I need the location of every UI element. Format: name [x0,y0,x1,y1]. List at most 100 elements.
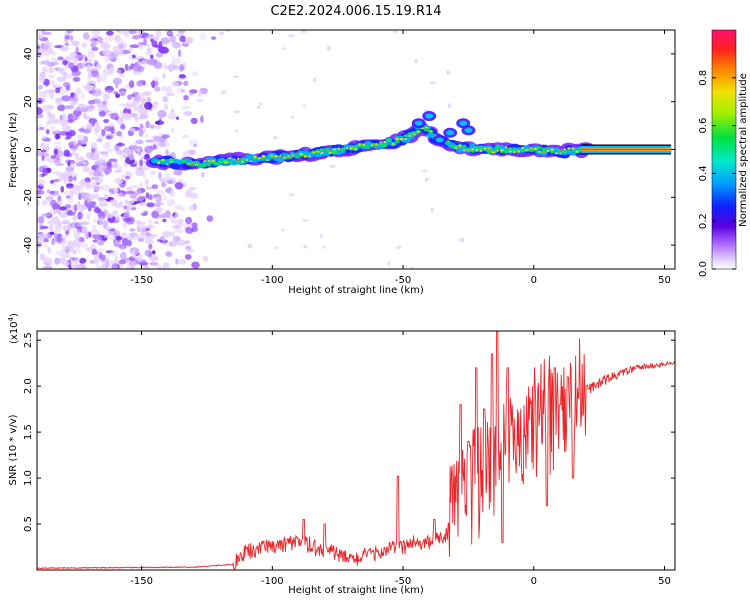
noise-speckle [57,68,64,72]
x-tick-label: -150 [130,576,153,587]
noise-speckle [53,159,61,164]
spectrogram-x-label: Height of straight line (km) [288,285,424,296]
ridge-blob [541,147,546,151]
noise-speckle [72,76,81,82]
ridge-blob [545,147,550,151]
noise-speckle [102,92,106,96]
noise-speckle [115,236,123,241]
noise-speckle [133,94,141,101]
ridge-blob [287,154,290,157]
noise-speckle [110,112,119,120]
ridge-blob [378,142,383,146]
noise-speckle [61,95,71,102]
noise-speckle [123,33,130,38]
noise-speckle [188,186,196,191]
noise-speckle [151,184,159,190]
noise-speckle [64,136,70,141]
noise-speckle [218,31,224,36]
noise-speckle [129,250,139,256]
ridge-blob [471,148,475,151]
ridge-blob [543,151,545,153]
noise-speckle [72,263,78,269]
noise-speckle [69,162,76,169]
ridge-blob [562,150,568,154]
noise-speckle [118,43,124,49]
noise-speckle [129,228,136,232]
noise-speckle [149,261,159,266]
noise-speckle [103,125,109,131]
noise-speckle [130,63,136,67]
noise-speckle [61,245,67,252]
ridge-blob [241,160,244,163]
noise-speckle [45,143,50,149]
noise-speckle [75,161,84,167]
noise-speckle [126,260,136,267]
noise-speckle [171,42,182,49]
y-tick-label: 1.5 [23,424,34,440]
ridge-blob [350,146,352,148]
noise-speckle [86,212,91,221]
noise-speckle [447,103,452,108]
ridge-blob [261,154,266,158]
noise-speckle [100,167,107,172]
noise-speckle [139,182,143,188]
noise-speckle [57,200,63,205]
noise-speckle [78,128,85,132]
noise-speckle [161,264,170,269]
noise-speckle [163,103,169,110]
noise-speckle [43,124,47,132]
noise-speckle [93,217,98,224]
noise-speckle [106,68,111,76]
noise-speckle [68,62,75,70]
noise-speckle [188,92,194,96]
ridge-blob [303,155,307,158]
noise-speckle [115,93,120,98]
noise-speckle [90,156,96,161]
noise-speckle [37,199,41,207]
x-tick-label: 0 [531,576,537,587]
ridge-blob [401,138,411,143]
noise-speckle [147,251,154,259]
colorbar-tick-label: 0.0 [698,261,709,277]
ridge-blob [290,153,295,157]
noise-speckle [74,152,80,160]
noise-speckle [164,172,170,178]
noise-speckle [115,38,125,46]
noise-speckle [57,104,66,112]
noise-speckle [123,211,130,216]
noise-speckle [148,218,154,226]
noise-speckle [66,119,74,124]
noise-speckle [161,231,172,238]
noise-speckle [303,245,308,249]
noise-speckle [152,36,160,42]
noise-speckle [125,68,131,72]
noise-speckle [138,128,144,137]
noise-speckle [178,74,186,79]
ridge-blob [382,143,388,148]
noise-speckle [113,161,118,169]
noise-speckle [87,73,92,81]
noise-speckle [174,204,184,210]
noise-speckle [75,158,86,165]
noise-speckle [154,125,162,130]
noise-speckle [96,248,105,254]
noise-speckle [149,170,156,175]
noise-speckle [55,236,63,242]
ridge-blob [329,149,331,151]
ridge-blob [400,140,403,142]
ridge-blob [451,144,453,146]
noise-speckle [37,218,43,223]
x-tick-label: -100 [261,275,284,286]
ridge-blob [391,143,395,146]
noise-speckle [290,115,295,119]
noise-speckle [133,191,139,197]
noise-speckle [44,234,51,238]
ridge-blob [448,145,455,148]
noise-speckle [301,30,307,34]
noise-speckle [77,211,83,220]
noise-speckle [41,155,45,162]
ridge-blob [283,156,286,158]
noise-speckle [37,174,43,178]
noise-speckle [302,219,309,222]
noise-speckle [179,35,186,43]
